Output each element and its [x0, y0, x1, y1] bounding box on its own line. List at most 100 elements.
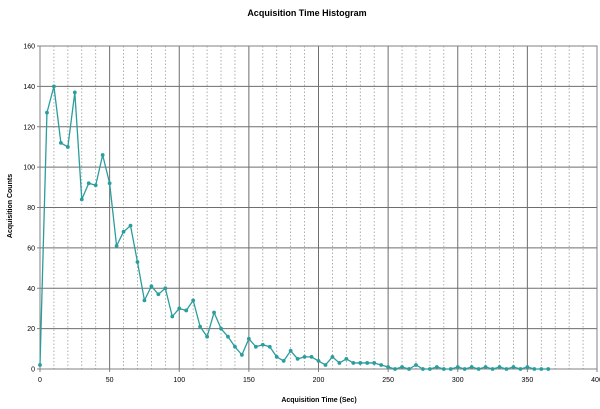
- data-point: [434, 365, 439, 369]
- y-tick-label: 100: [23, 165, 35, 172]
- data-point: [407, 367, 411, 371]
- data-point: [246, 336, 251, 341]
- data-point: [302, 354, 307, 359]
- data-point: [393, 367, 397, 371]
- data-point: [219, 326, 223, 331]
- data-point: [79, 197, 84, 202]
- data-point: [323, 363, 328, 367]
- series-layer: [38, 84, 551, 371]
- data-point: [226, 334, 230, 339]
- grid-lines: [40, 46, 597, 369]
- x-tick-label: 100: [173, 377, 185, 384]
- data-point: [546, 367, 551, 371]
- y-tick-label: 160: [23, 44, 35, 51]
- data-point: [428, 367, 432, 371]
- x-axis-title: Acquisition Time (Sec): [281, 397, 356, 404]
- y-tick-label: 140: [23, 84, 35, 91]
- data-point: [65, 145, 70, 149]
- data-point: [358, 361, 363, 365]
- data-point: [184, 308, 189, 313]
- data-point: [365, 361, 370, 365]
- data-point: [260, 342, 265, 347]
- x-tick-label: 50: [106, 377, 114, 384]
- data-point: [72, 90, 77, 95]
- data-point: [38, 363, 42, 367]
- data-point: [240, 352, 244, 357]
- x-tick-label: 0: [38, 377, 42, 384]
- data-point: [372, 361, 377, 365]
- y-axis-ticks: 0 20 40 60 80 100 120 140 160: [23, 44, 40, 374]
- data-point: [344, 357, 349, 361]
- data-point: [295, 357, 300, 361]
- data-point: [532, 367, 537, 371]
- x-tick-label: 350: [522, 377, 534, 384]
- data-point: [142, 298, 147, 303]
- x-tick-label: 200: [313, 377, 325, 384]
- data-point: [58, 141, 63, 145]
- y-tick-label: 80: [27, 205, 35, 212]
- data-point: [379, 363, 384, 367]
- data-point: [128, 223, 133, 228]
- data-point: [191, 298, 196, 303]
- y-tick-label: 20: [27, 326, 35, 333]
- data-point: [476, 367, 481, 371]
- data-point: [170, 314, 175, 319]
- data-point: [441, 367, 446, 371]
- data-point: [156, 292, 161, 297]
- data-point: [351, 361, 356, 365]
- data-point: [233, 344, 237, 349]
- y-axis-title: Acquisition Counts: [7, 174, 14, 238]
- data-point: [177, 306, 182, 311]
- data-point: [539, 367, 544, 371]
- data-point: [45, 110, 49, 115]
- data-point: [469, 365, 474, 369]
- chart-title: Acquisition Time Histogram: [247, 8, 366, 18]
- data-point: [149, 284, 154, 289]
- data-point: [511, 365, 516, 369]
- data-point: [205, 334, 210, 339]
- data-point: [504, 367, 509, 371]
- data-point: [525, 365, 530, 369]
- y-tick-label: 40: [27, 286, 35, 293]
- data-point: [414, 363, 418, 367]
- data-point: [107, 181, 112, 186]
- data-point: [93, 183, 98, 188]
- data-point: [163, 286, 168, 291]
- data-point: [421, 367, 425, 371]
- data-point: [114, 243, 119, 248]
- x-tick-label: 400: [591, 377, 600, 384]
- data-point: [288, 348, 293, 353]
- data-point: [497, 365, 502, 369]
- data-point: [483, 365, 488, 369]
- data-point: [455, 365, 460, 369]
- y-tick-label: 60: [27, 245, 35, 252]
- y-tick-label: 0: [31, 367, 35, 374]
- data-point: [386, 365, 391, 369]
- data-point: [52, 84, 56, 89]
- data-point: [253, 344, 258, 349]
- data-point: [330, 354, 335, 359]
- data-point: [100, 153, 105, 157]
- data-point: [309, 354, 314, 359]
- data-point: [281, 359, 286, 363]
- x-tick-label: 250: [382, 377, 394, 384]
- data-point: [86, 181, 91, 186]
- data-point: [121, 229, 126, 234]
- data-point: [267, 344, 272, 349]
- data-point: [337, 361, 342, 365]
- y-tick-label: 120: [23, 124, 35, 131]
- x-tick-label: 300: [452, 377, 464, 384]
- data-point: [198, 324, 203, 329]
- data-point: [518, 367, 523, 371]
- data-point: [316, 359, 321, 363]
- x-axis-ticks: 0 50 100 150 200 250 300 350 400: [38, 369, 600, 384]
- data-point: [400, 365, 404, 369]
- data-point: [462, 367, 467, 371]
- data-point: [135, 260, 140, 264]
- data-point: [274, 354, 279, 359]
- data-point: [212, 310, 216, 315]
- data-point: [490, 367, 495, 371]
- data-point: [448, 367, 453, 371]
- x-tick-label: 150: [243, 377, 255, 384]
